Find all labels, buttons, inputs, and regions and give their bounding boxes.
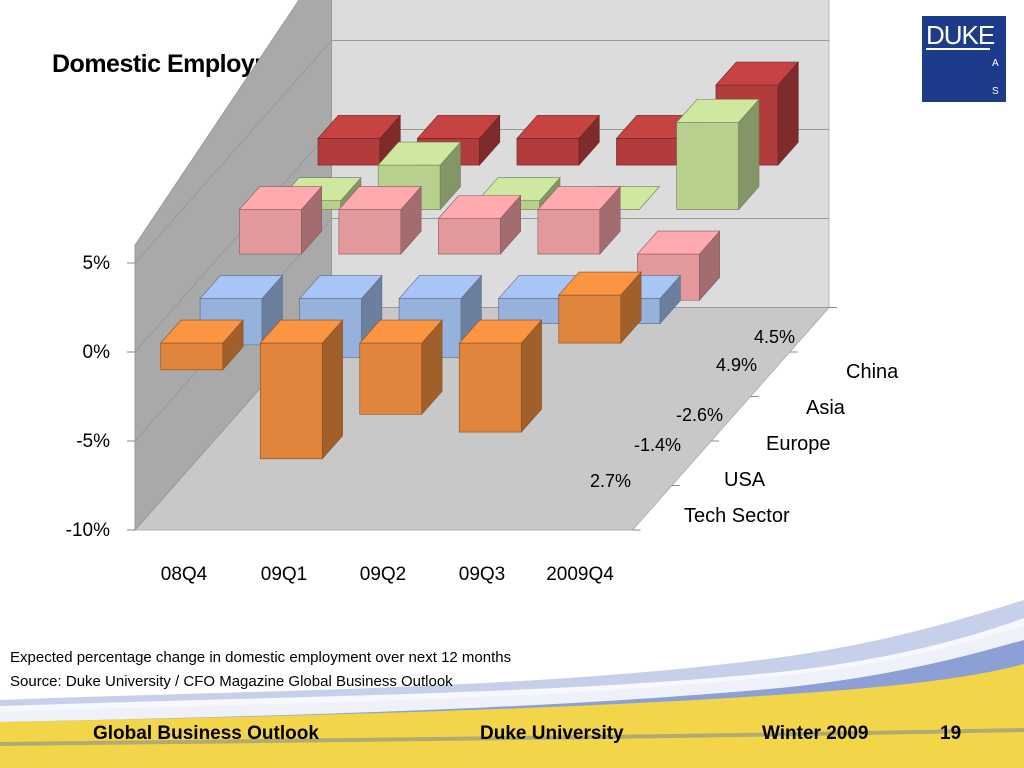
footer-band-lower — [0, 732, 1024, 768]
bar-europe-09q2 — [437, 194, 522, 255]
x-tick-label: 09Q2 — [360, 564, 406, 585]
bar-asia-2009q4 — [676, 98, 760, 211]
series-label: Europe — [766, 433, 831, 455]
bar-tech-sector-08q4 — [160, 319, 244, 371]
series-label: Tech Sector — [684, 505, 790, 527]
footer-wave-highlight — [0, 618, 1024, 722]
x-tick-label: 08Q4 — [161, 564, 208, 585]
caption-line-1: Expected percentage change in domestic e… — [10, 649, 512, 666]
svg-text:S: S — [992, 86, 999, 97]
footer-right: Winter 2009 — [762, 723, 869, 744]
data-label: -2.6% — [676, 405, 723, 425]
gridline — [134, 40, 829, 264]
series-label: China — [846, 361, 899, 383]
data-label: -1.4% — [634, 435, 681, 455]
chart: 5% 0% -5% -10% 08Q4 09Q1 09Q2 09Q3 2009Q4 ChinaAs… — [66, 0, 899, 585]
bar-europe-09q3 — [537, 185, 621, 255]
y-tick-label: -5% — [76, 431, 110, 452]
footer-center: Duke University — [480, 723, 624, 744]
caption-line-2: Source: Duke University / CFO Magazine G… — [10, 673, 453, 690]
bar-europe-09q1 — [338, 185, 422, 255]
footer-left: Global Business Outlook — [93, 723, 319, 744]
y-tick-label: -10% — [66, 520, 110, 541]
y-tick-label: 0% — [83, 342, 111, 363]
x-tick-label: 09Q1 — [261, 564, 307, 585]
duke-logo-icon: DUKE A S — [922, 16, 1006, 102]
bar-tech-sector-09q2 — [359, 319, 443, 416]
bar-tech-sector-09q3 — [458, 319, 543, 433]
duke-logo: DUKE A S — [922, 16, 1006, 102]
page-number: 19 — [940, 723, 962, 744]
bar-china-09q2 — [516, 114, 600, 166]
bar-tech-sector-09q1 — [259, 319, 344, 460]
bar-europe-08q4 — [238, 185, 323, 255]
series-label: Asia — [806, 397, 846, 419]
bar-tech-sector-2009q4 — [558, 271, 642, 344]
logo-text: DUKE — [926, 20, 995, 50]
data-label: 2.7% — [590, 471, 631, 491]
y-tick-label: 5% — [83, 253, 111, 274]
svg-text:A: A — [992, 58, 999, 69]
data-label: 4.9% — [716, 355, 757, 375]
series-label: USA — [724, 469, 766, 491]
data-label: 4.5% — [754, 327, 795, 347]
x-tick-label: 09Q3 — [459, 564, 505, 585]
x-tick-label: 2009Q4 — [546, 564, 614, 585]
